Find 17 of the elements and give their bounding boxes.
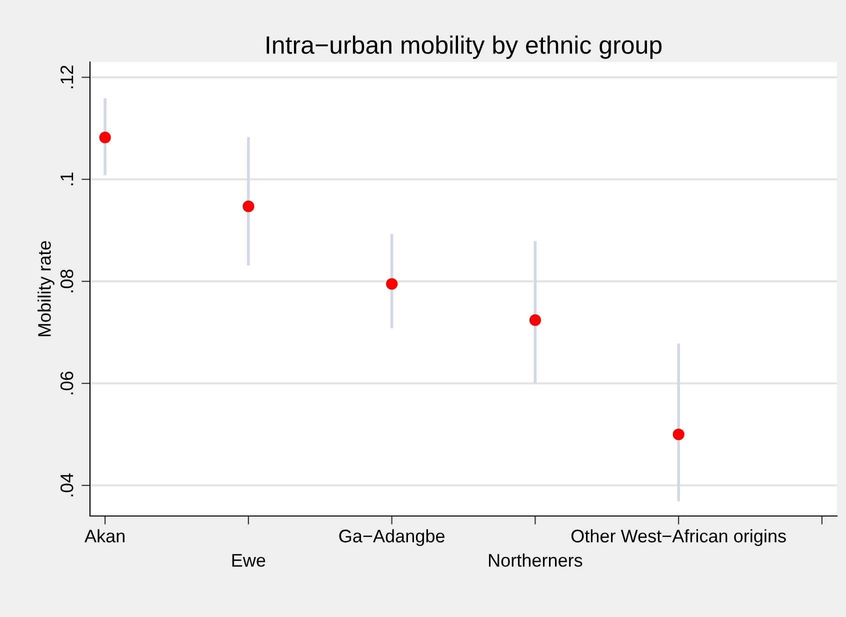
y-tick-label: .1 <box>60 172 74 186</box>
x-tick-label: Northerners <box>489 554 582 567</box>
y-tick-label: .12 <box>60 66 74 88</box>
y-tick-label: .04 <box>60 473 74 496</box>
x-tick-label: Ewe <box>232 554 266 567</box>
point <box>529 314 541 326</box>
x-tick-label: Other West−African origins <box>571 529 786 546</box>
point <box>99 132 111 144</box>
point <box>386 278 398 290</box>
y-tick-label: .06 <box>60 372 74 394</box>
x-tick-label: Ga−Adangbe <box>339 529 444 546</box>
point <box>242 200 254 212</box>
y-tick-label: .08 <box>60 270 74 292</box>
chart-title: Intra−urban mobility by ethnic group <box>266 36 662 59</box>
y-axis-title: Mobility rate <box>38 241 54 336</box>
x-tick-label: Akan <box>84 529 124 542</box>
point <box>672 428 684 440</box>
